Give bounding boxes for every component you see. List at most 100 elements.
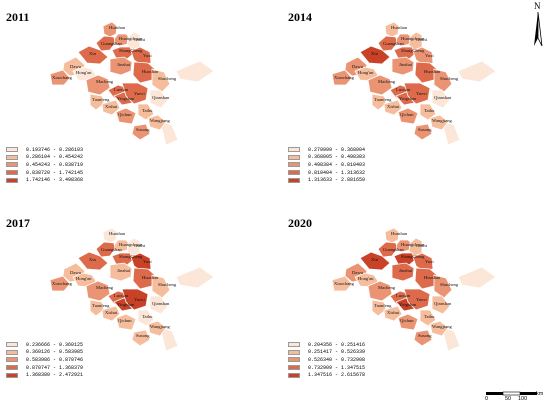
county-11 <box>391 56 415 76</box>
county-label: Susong <box>136 127 150 132</box>
county-10 <box>367 74 393 96</box>
legend-row: 0.204356 - 0.251416 <box>288 341 365 349</box>
legend-swatch <box>288 147 300 153</box>
legend-label: 0.810404 - 1.313632 <box>308 169 366 176</box>
county-label: Huashan <box>109 231 126 236</box>
legend-swatch <box>6 170 18 176</box>
legend-swatch <box>6 177 18 183</box>
legend-swatch <box>6 162 18 168</box>
legend-swatch <box>6 342 18 348</box>
county-16 <box>403 288 431 311</box>
county-8 <box>331 275 353 292</box>
county-label: Qichun <box>118 112 132 117</box>
county-label: Huoshan <box>142 69 159 74</box>
county-label: Yuexi <box>134 91 145 96</box>
county-label: Macheng <box>96 285 114 290</box>
legend-row: 0.526340 - 0.732908 <box>288 356 365 364</box>
county-label: Huangchuan <box>119 36 143 41</box>
county-20 <box>115 107 137 125</box>
county-label: Qianshan <box>434 95 452 100</box>
county-label: Qianshan <box>434 301 452 306</box>
legend-row: 0.810404 - 1.313632 <box>288 169 365 177</box>
outer-region-1 <box>441 326 461 352</box>
legend-label: 0.838720 - 1.742145 <box>26 169 84 176</box>
legend-label: 0.193746 - 0.286103 <box>26 146 84 153</box>
county-label: Qichun <box>400 318 414 323</box>
county-6 <box>77 45 109 65</box>
county-label: Huashan <box>391 25 408 30</box>
county-23 <box>413 329 433 347</box>
legend-label: 1.368380 - 2.472921 <box>26 372 84 379</box>
legend-label: 0.498384 - 0.810403 <box>308 161 366 168</box>
outer-region-0 <box>175 60 215 83</box>
county-label: Shucheng <box>440 282 459 287</box>
legend-row: 0.454243 - 0.838719 <box>6 161 83 169</box>
county-label: Yingshan <box>399 302 417 307</box>
county-label: Qichun <box>118 318 132 323</box>
legend-row: 1.347516 - 2.615678 <box>288 371 365 379</box>
map-panel-2014: Huashan Huangchuan Gushi Guangshan ShangChen… <box>282 0 550 205</box>
legend-row: 0.193746 - 0.286103 <box>6 146 83 154</box>
county-label: Taihu <box>142 108 153 113</box>
county-label: ShangCheng <box>401 48 425 53</box>
map-panel-2020: Huashan Huangchuan Gushi Guangshan ShangChen… <box>282 206 550 411</box>
county-label: Yuexi <box>134 297 145 302</box>
county-label: Wangjiang <box>432 118 452 123</box>
county-label: Hong'an <box>358 70 374 75</box>
county-label: Jinzhai <box>399 62 413 67</box>
county-19 <box>383 305 403 322</box>
county-label: Jinzhai <box>399 268 413 273</box>
county-label: Yuxi <box>143 259 152 264</box>
county-label: Wangjiang <box>150 118 170 123</box>
county-label: Wangjiang <box>150 324 170 329</box>
county-label: Yuxi <box>425 259 434 264</box>
legend-swatch <box>6 147 18 153</box>
county-label: Yingshan <box>117 96 135 101</box>
county-23 <box>413 123 433 141</box>
legend-label: 0.870747 - 1.368379 <box>26 364 84 371</box>
legend-swatch <box>6 372 18 378</box>
legend-row: 0.251417 - 0.526339 <box>288 349 365 357</box>
county-19 <box>383 99 403 116</box>
legend-swatch <box>288 170 300 176</box>
county-label: Luotian <box>114 87 129 92</box>
county-13 <box>151 274 171 299</box>
legend-label: 0.251417 - 0.526339 <box>308 349 366 356</box>
county-label: ShangCheng <box>119 254 143 259</box>
county-11 <box>109 262 133 282</box>
county-5 <box>130 252 152 272</box>
legend-label: 0.732909 - 1.347515 <box>308 364 366 371</box>
legend-swatch <box>288 365 300 371</box>
county-label: Xin <box>371 257 379 262</box>
county-label: Dawu <box>352 64 364 69</box>
legend-row: 0.838720 - 1.742145 <box>6 169 83 177</box>
county-23 <box>131 123 151 141</box>
county-5 <box>130 46 152 66</box>
panel-year: 2020 <box>288 216 312 230</box>
legend-swatch <box>288 349 300 355</box>
legend-label: 0.583986 - 0.870746 <box>26 356 84 363</box>
legend-row: 0.236666 - 0.360125 <box>6 341 83 349</box>
county-label: Yingshan <box>399 96 417 101</box>
legend: 0.279999 - 0.368004 0.368005 - 0.498383 0.… <box>288 146 365 184</box>
legend-row: 0.286104 - 0.454242 <box>6 154 83 162</box>
county-label: Taihu <box>142 314 153 319</box>
county-label: Qichun <box>400 112 414 117</box>
legend-swatch <box>288 357 300 363</box>
county-label: Hong'an <box>76 276 92 281</box>
legend-row: 0.498384 - 0.810403 <box>288 161 365 169</box>
county-9 <box>72 66 97 82</box>
county-13 <box>433 274 453 299</box>
outer-region-0 <box>457 266 497 289</box>
legend-swatch <box>288 162 300 168</box>
outer-region-1 <box>159 120 179 146</box>
legend-row: 1.313633 - 2.881650 <box>288 176 365 184</box>
county-label: Susong <box>418 333 432 338</box>
county-5 <box>412 252 434 272</box>
county-11 <box>109 56 133 76</box>
scale-tick-0: 0 <box>485 396 489 402</box>
legend-swatch <box>288 372 300 378</box>
